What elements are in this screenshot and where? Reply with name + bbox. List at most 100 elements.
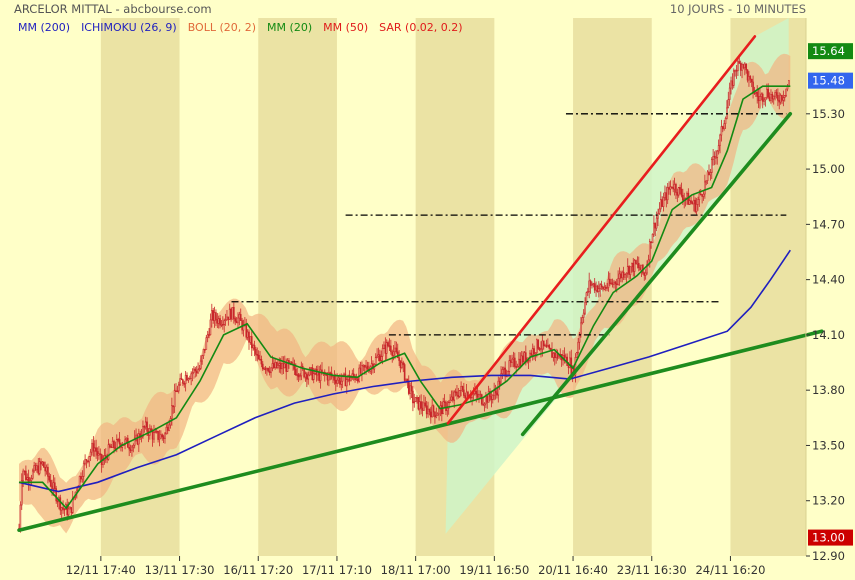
candle-body <box>677 187 680 196</box>
candle-body <box>475 390 478 395</box>
candle-body <box>337 377 340 381</box>
overlay-upper <box>17 35 824 533</box>
candle-body <box>343 373 345 376</box>
candle-body <box>737 61 739 71</box>
candle-body <box>151 431 154 440</box>
candle-body <box>715 157 717 159</box>
candle-body <box>98 453 100 456</box>
candle-body <box>409 385 411 394</box>
candle-body <box>599 284 601 289</box>
candle-body <box>698 193 701 200</box>
candle-body <box>501 369 504 375</box>
candle-body <box>41 461 44 465</box>
candle-body <box>617 278 619 285</box>
trendline-0 <box>17 329 824 533</box>
candle-body <box>402 362 405 365</box>
candle-body <box>672 187 674 190</box>
y-tick-label: 15.30 <box>812 107 845 121</box>
candle-body <box>45 466 48 472</box>
candle-body <box>297 374 300 378</box>
candle-body <box>504 367 506 377</box>
trendline-1 <box>520 112 793 437</box>
candle-body <box>487 391 490 403</box>
candle-body <box>745 63 747 71</box>
candle-body <box>132 444 135 448</box>
candle-body <box>234 318 237 322</box>
candle-body <box>399 360 402 369</box>
candle-body <box>424 402 427 407</box>
candle-body <box>274 361 276 369</box>
candle-body <box>779 94 782 103</box>
candle-body <box>628 266 630 275</box>
candle-body <box>361 365 363 374</box>
candle-body <box>117 439 119 441</box>
candle-body <box>261 363 264 370</box>
candle-body <box>420 401 422 409</box>
candle-body <box>658 208 661 214</box>
candle-body <box>266 367 268 371</box>
candle-body <box>55 488 57 502</box>
day-bands <box>100 18 806 556</box>
candle-body <box>673 184 676 190</box>
candle-body <box>95 447 97 452</box>
legend-item-5: SAR (0.02, 0.2) <box>379 21 463 34</box>
candle-body <box>720 126 723 136</box>
x-tick-label: 24/11 16:20 <box>695 563 765 577</box>
candle-body <box>311 367 314 380</box>
candle-body <box>514 357 516 367</box>
candle-body <box>534 352 537 355</box>
candle-body <box>47 466 49 477</box>
candle-body <box>759 96 761 102</box>
candle-body <box>220 324 223 326</box>
candle-body <box>549 347 552 351</box>
candle-body <box>81 476 84 480</box>
chart-period: 10 JOURS - 10 MINUTES <box>669 2 806 16</box>
candle-body <box>479 394 482 396</box>
candle-body <box>646 263 648 274</box>
candle-body <box>632 262 635 272</box>
candle-body <box>668 187 670 190</box>
candle-body <box>223 320 226 325</box>
candle-body <box>436 413 439 416</box>
candle-body <box>179 378 181 386</box>
candle-body <box>604 286 607 289</box>
candle-body <box>609 278 611 285</box>
candle-body <box>704 181 706 195</box>
candle-body <box>226 316 228 321</box>
candle-body <box>453 391 456 401</box>
candle-body <box>662 197 665 207</box>
candle-body <box>655 217 658 229</box>
candle-body <box>230 308 232 320</box>
candle-body <box>635 260 637 264</box>
candle-body <box>191 372 194 375</box>
candle-body <box>91 443 93 453</box>
candle-body <box>394 347 396 353</box>
legend-item-2: BOLL (20, 2) <box>187 21 257 34</box>
candle-body <box>138 433 140 445</box>
candle-body <box>407 380 410 394</box>
candle-body <box>51 485 53 490</box>
candle-body <box>222 324 224 326</box>
candle-body <box>469 396 472 399</box>
candle-body <box>129 448 132 452</box>
candle-body <box>363 364 366 368</box>
candle-body <box>746 69 749 81</box>
candle-body <box>434 411 436 418</box>
candle-body <box>36 465 38 471</box>
candle-body <box>379 354 381 362</box>
candle-body <box>22 470 24 481</box>
candle-body <box>512 357 515 360</box>
candle-body <box>374 357 377 365</box>
candle-body <box>633 260 636 272</box>
candle-body <box>303 368 305 378</box>
candle-body <box>260 358 263 365</box>
candle-body <box>496 392 498 396</box>
candle-body <box>286 360 289 372</box>
y-tick-label: 13.50 <box>812 438 845 452</box>
candle-body <box>60 507 63 511</box>
candle-body <box>661 199 663 207</box>
candle-body <box>177 384 180 392</box>
candle-body <box>284 363 286 369</box>
candle-body <box>63 508 66 511</box>
